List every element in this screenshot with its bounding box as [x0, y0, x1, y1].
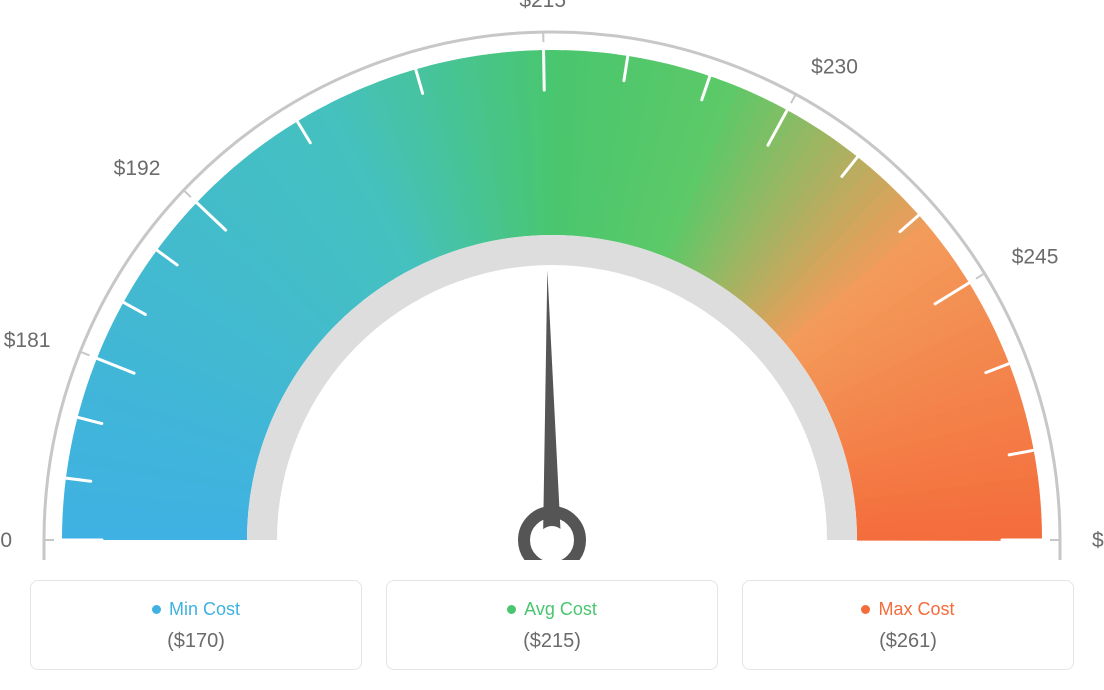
svg-text:$245: $245 [1012, 246, 1059, 269]
legend-value: ($215) [397, 630, 707, 653]
legend-label: Avg Cost [524, 599, 597, 620]
legend-title-min: Min Cost [152, 599, 240, 620]
dot-icon [152, 605, 161, 614]
legend-row: Min Cost ($170) Avg Cost ($215) Max Cost… [30, 580, 1074, 670]
legend-label: Min Cost [169, 599, 240, 620]
legend-card-avg: Avg Cost ($215) [386, 580, 718, 670]
svg-text:$181: $181 [4, 329, 51, 352]
svg-text:$230: $230 [811, 55, 858, 78]
legend-card-max: Max Cost ($261) [742, 580, 1074, 670]
svg-text:$170: $170 [0, 529, 12, 552]
svg-text:$261: $261 [1092, 529, 1104, 552]
dot-icon [861, 605, 870, 614]
legend-title-avg: Avg Cost [507, 599, 597, 620]
legend-card-min: Min Cost ($170) [30, 580, 362, 670]
svg-text:$215: $215 [519, 0, 566, 12]
dot-icon [507, 605, 516, 614]
svg-text:$192: $192 [114, 157, 161, 180]
legend-value: ($170) [41, 630, 351, 653]
legend-label: Max Cost [878, 599, 954, 620]
legend-title-max: Max Cost [861, 599, 954, 620]
legend-value: ($261) [753, 630, 1063, 653]
cost-gauge-widget: $170 $181 $192 $215 $230 $245 $261 Min Cost ($… [0, 0, 1104, 690]
gauge-area: $170 $181 $192 $215 $230 $245 $261 [0, 0, 1104, 560]
gauge-svg: $170 $181 $192 $215 $230 $245 $261 [0, 0, 1104, 560]
